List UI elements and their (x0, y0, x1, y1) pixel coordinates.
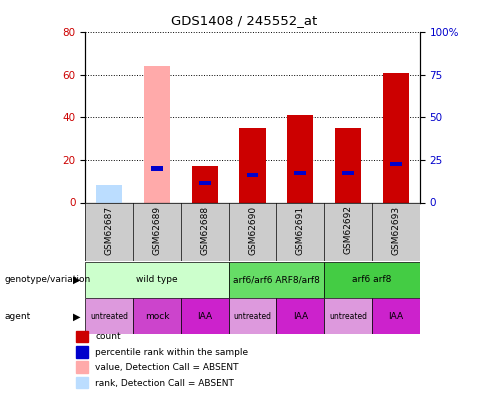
Bar (85, 262, 229, 298)
Bar (372, 298, 420, 334)
Bar (246, 173, 259, 177)
Bar (294, 171, 306, 175)
Text: value, Detection Call = ABSENT: value, Detection Call = ABSENT (95, 363, 239, 372)
Bar (96, 185, 122, 202)
Text: IAA: IAA (388, 312, 404, 321)
Text: mock: mock (145, 312, 169, 321)
Bar (133, 298, 181, 334)
Bar (287, 115, 313, 202)
Bar (192, 166, 218, 202)
Text: GSM62692: GSM62692 (344, 205, 352, 254)
Text: genotype/variation: genotype/variation (5, 275, 91, 284)
Text: GSM62693: GSM62693 (391, 205, 400, 255)
Text: rank, Detection Call = ABSENT: rank, Detection Call = ABSENT (95, 379, 234, 388)
Text: untreated: untreated (234, 312, 271, 321)
Text: wild type: wild type (136, 275, 178, 284)
Bar (229, 298, 276, 334)
Bar (240, 128, 265, 202)
Text: agent: agent (5, 312, 31, 321)
Text: GSM62689: GSM62689 (153, 205, 162, 255)
Text: IAA: IAA (293, 312, 308, 321)
Bar (85, 298, 133, 334)
Text: GSM62691: GSM62691 (296, 205, 305, 255)
Bar (144, 66, 170, 202)
Bar (383, 73, 409, 202)
Text: GSM62690: GSM62690 (248, 205, 257, 255)
Text: arf6 arf8: arf6 arf8 (352, 275, 391, 284)
Text: untreated: untreated (90, 312, 128, 321)
Text: GSM62687: GSM62687 (105, 205, 114, 255)
Text: IAA: IAA (197, 312, 212, 321)
Text: percentile rank within the sample: percentile rank within the sample (95, 348, 248, 357)
Text: ▶: ▶ (73, 311, 81, 321)
Bar (199, 181, 211, 185)
Text: untreated: untreated (329, 312, 367, 321)
Text: ▶: ▶ (73, 275, 81, 285)
Bar (324, 298, 372, 334)
Text: count: count (95, 333, 121, 341)
Bar (342, 171, 354, 175)
Bar (390, 162, 402, 166)
Bar (181, 298, 229, 334)
Text: GSM62688: GSM62688 (200, 205, 209, 255)
Bar (96, 185, 122, 202)
Bar (229, 262, 324, 298)
Bar (276, 298, 324, 334)
Bar (324, 262, 420, 298)
Text: arf6/arf6 ARF8/arf8: arf6/arf6 ARF8/arf8 (233, 275, 320, 284)
Bar (335, 128, 361, 202)
Text: GDS1408 / 245552_at: GDS1408 / 245552_at (171, 14, 317, 27)
Bar (151, 166, 163, 171)
